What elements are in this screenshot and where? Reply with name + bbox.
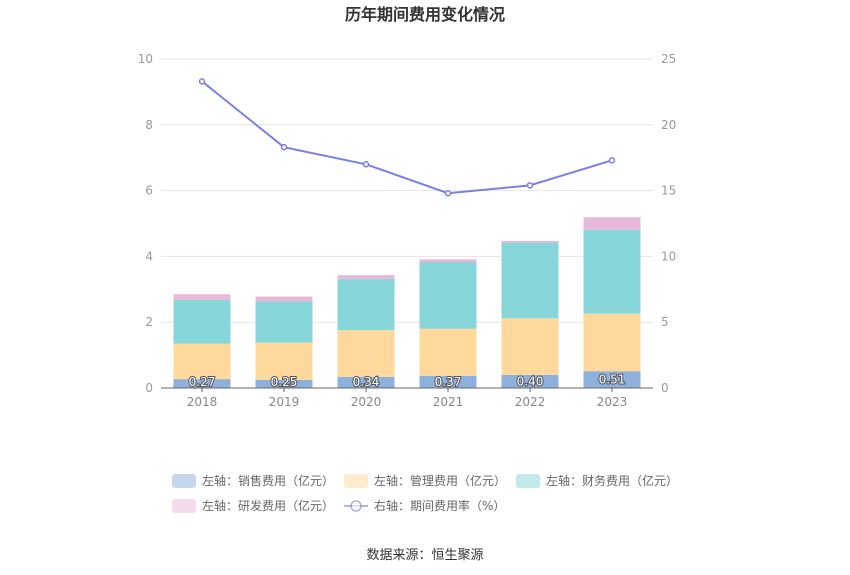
x-axis: 2018 2019 2020 2021 2022 2023: [187, 388, 628, 409]
bar-segment: [255, 301, 313, 343]
bar-segment: [337, 275, 395, 280]
legend-label: 右轴：期间费用率（%）: [374, 498, 505, 513]
bar-segment: [501, 240, 559, 243]
rate-point: [198, 78, 206, 85]
legend-label: 左轴：财务费用（亿元）: [546, 473, 678, 488]
rate-point: [280, 143, 288, 151]
bar-segment: [255, 296, 313, 302]
bar-segment: [583, 217, 641, 230]
legend-label: 左轴：研发费用（亿元）: [202, 498, 334, 513]
y-left-tick-label: 0: [145, 381, 153, 395]
bar-value-label: 0.27: [189, 375, 216, 389]
bar-value-label: 0.37: [435, 375, 462, 389]
grid: [161, 58, 653, 323]
bar-value-label: 0.40: [517, 374, 544, 388]
y-left-tick-label: 10: [138, 52, 153, 66]
data-labels: 0.27 0.25 0.34 0.37 0.40 0.51: [188, 372, 627, 390]
bar-segment: [337, 330, 395, 377]
y-right-tick-label: 25: [661, 52, 676, 66]
y-right-tick-label: 15: [661, 184, 676, 198]
bar-segment: [255, 342, 313, 380]
bar-segment: [583, 371, 641, 388]
x-tick-label: 2021: [433, 395, 464, 409]
bar-value-label: 0.34: [353, 375, 380, 389]
bar-segment: [501, 318, 559, 375]
legend-swatch: [516, 474, 540, 488]
x-tick-label: 2019: [269, 395, 300, 409]
bar-value-label: 0.25: [271, 375, 298, 389]
bar-segment: [173, 379, 231, 388]
y-axis-left: 0 2 4 6 8 10: [138, 52, 153, 395]
rate-line-path: [201, 80, 613, 195]
legend-label: 左轴：管理费用（亿元）: [374, 473, 506, 488]
bar-segment: [501, 242, 559, 319]
source-note: 数据来源：恒生聚源: [366, 548, 483, 563]
bar-segment: [419, 259, 477, 262]
rate-point: [526, 182, 534, 189]
legend-item[interactable]: 左轴：研发费用（亿元）: [172, 498, 334, 513]
bar-segment: [337, 376, 395, 388]
y-left-tick-label: 6: [145, 184, 153, 198]
legend-swatch-marker: [350, 500, 362, 512]
y-right-tick-label: 5: [661, 315, 669, 329]
y-left-tick-label: 4: [145, 249, 153, 263]
bar-segment: [337, 279, 395, 331]
legend-label: 左轴：销售费用（亿元）: [202, 473, 334, 488]
bars: [173, 217, 641, 388]
bar-segment: [419, 375, 477, 388]
bar-segment: [173, 294, 231, 300]
rate-line: [198, 78, 616, 197]
bar-segment: [583, 229, 641, 314]
legend: 左轴：销售费用（亿元） 左轴：管理费用（亿元） 左轴：财务费用（亿元） 左轴：研发费用…: [172, 473, 678, 513]
x-tick-label: 2023: [597, 395, 628, 409]
rate-point: [444, 189, 452, 197]
legend-swatch: [172, 474, 196, 488]
legend-item[interactable]: 左轴：管理费用（亿元）: [344, 473, 506, 488]
bar-segment: [173, 299, 231, 344]
y-right-tick-label: 0: [661, 381, 669, 395]
legend-item[interactable]: 右轴：期间费用率（%）: [344, 498, 505, 513]
y-left-tick-label: 8: [145, 118, 153, 132]
y-axis-right: 0 5 10 15 20 25: [661, 52, 676, 395]
bar-segment: [173, 343, 231, 380]
rate-point: [362, 161, 370, 168]
bar-segment: [419, 328, 477, 376]
y-left-tick-label: 2: [145, 315, 153, 329]
legend-item[interactable]: 左轴：销售费用（亿元）: [172, 473, 334, 488]
bar-segment: [255, 379, 313, 388]
x-tick-label: 2018: [187, 395, 218, 409]
rate-point: [608, 157, 616, 164]
bar-value-label: 0.51: [599, 373, 626, 387]
x-tick-label: 2022: [515, 395, 546, 409]
y-right-tick-label: 20: [661, 118, 676, 132]
legend-item[interactable]: 左轴：财务费用（亿元）: [516, 473, 678, 488]
bar-segment: [501, 374, 559, 388]
legend-swatch: [344, 474, 368, 488]
bar-segment: [419, 261, 477, 329]
y-right-tick-label: 10: [661, 249, 676, 263]
bar-segment: [583, 313, 641, 372]
legend-swatch: [172, 499, 196, 513]
x-tick-label: 2020: [351, 395, 382, 409]
chart-title: 历年期间费用变化情况: [345, 5, 505, 24]
